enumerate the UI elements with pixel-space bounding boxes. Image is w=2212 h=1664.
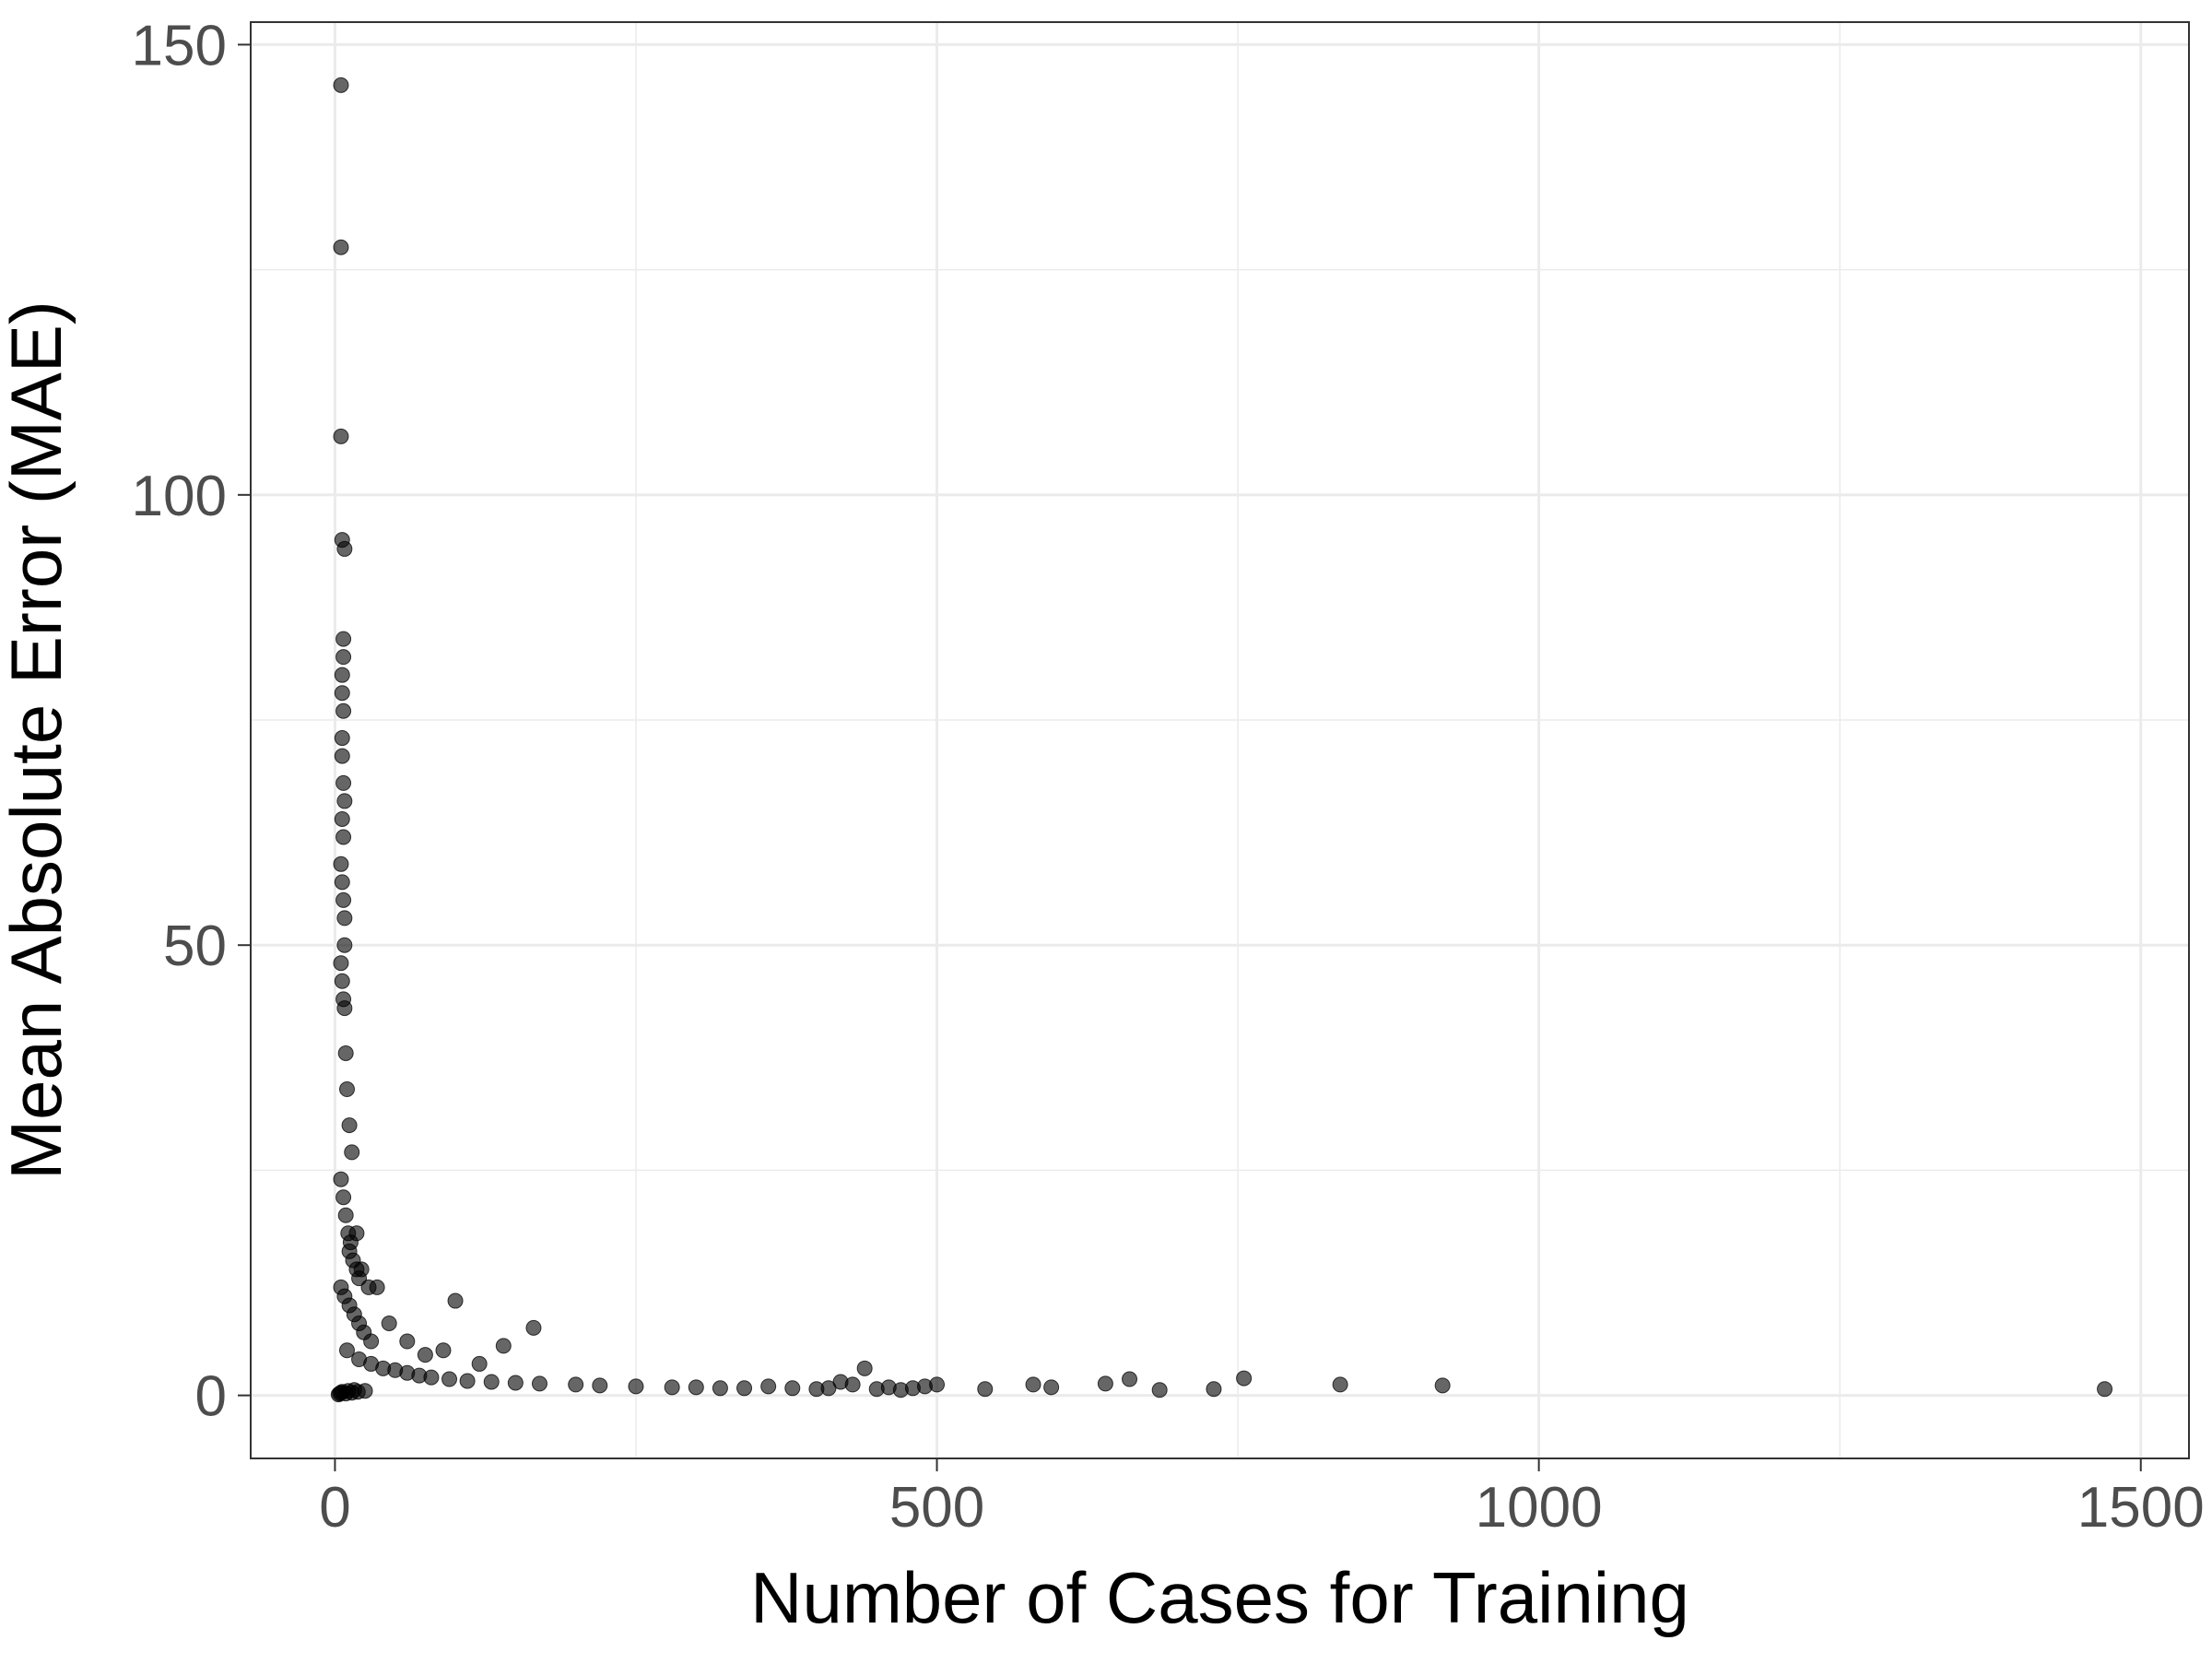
data-point (341, 1117, 358, 1134)
data-point (399, 1333, 416, 1350)
y-tick-label: 100 (132, 465, 227, 528)
data-point (334, 973, 350, 989)
data-point (856, 1360, 873, 1376)
data-point (348, 1225, 365, 1242)
data-point (381, 1315, 397, 1331)
x-tick-label: 1000 (1476, 1476, 1603, 1540)
x-axis-title: Number of Cases for Training (750, 1557, 1689, 1638)
data-point (334, 730, 350, 747)
data-point (423, 1369, 440, 1386)
data-point (1236, 1370, 1253, 1387)
data-point (447, 1292, 464, 1309)
data-point (688, 1379, 704, 1396)
y-axis-title: Mean Absolute Error (MAE) (0, 301, 76, 1180)
data-point (1043, 1379, 1060, 1396)
x-tick-label: 1500 (2077, 1476, 2205, 1540)
minor-gridlines (251, 22, 2189, 1458)
data-point (333, 1171, 349, 1187)
data-point (333, 856, 349, 872)
data-point (363, 1333, 380, 1350)
data-point (333, 428, 349, 444)
data-point (341, 1243, 358, 1259)
data-point (357, 1383, 373, 1399)
data-point (784, 1380, 801, 1397)
data-point (334, 810, 350, 827)
data-point (760, 1378, 777, 1395)
data-point (337, 1044, 354, 1061)
data-point (335, 829, 352, 845)
data-point (1151, 1382, 1168, 1398)
data-point (360, 1279, 377, 1295)
x-tick-label: 0 (319, 1476, 350, 1540)
y-tick-label: 150 (132, 14, 227, 77)
data-point (335, 649, 352, 666)
data-points (330, 77, 2113, 1403)
data-point (459, 1373, 476, 1389)
data-point (335, 891, 352, 908)
data-point (334, 685, 350, 702)
data-point (333, 955, 349, 972)
data-point (335, 774, 352, 791)
plot-border (250, 21, 2190, 1459)
data-point (335, 702, 352, 719)
data-point (1097, 1375, 1113, 1392)
plot-panel (251, 22, 2189, 1458)
data-point (1122, 1371, 1138, 1387)
data-point (441, 1371, 458, 1387)
data-point (335, 1189, 352, 1206)
data-point (736, 1380, 753, 1397)
data-point (568, 1376, 584, 1393)
x-tick-label: 500 (889, 1476, 984, 1540)
data-point (336, 1000, 353, 1017)
data-point (1025, 1376, 1041, 1393)
data-point (333, 77, 349, 93)
data-point (628, 1378, 644, 1395)
data-point (1332, 1376, 1348, 1393)
data-point (334, 874, 350, 891)
y-axis-ticks: 0 50 100 150 (132, 14, 251, 1429)
data-point (334, 667, 350, 683)
data-point (336, 937, 353, 953)
data-point (335, 631, 352, 647)
major-gridlines (251, 22, 2189, 1458)
data-point (338, 1342, 355, 1359)
data-point (338, 1081, 355, 1098)
x-axis-ticks: 0 500 1000 1500 (319, 1458, 2205, 1540)
data-point (977, 1381, 994, 1398)
data-point (1206, 1381, 1222, 1398)
data-point (844, 1376, 861, 1393)
data-point (820, 1380, 837, 1397)
data-point (336, 540, 353, 557)
data-point (2097, 1381, 2113, 1398)
data-point (333, 239, 349, 255)
data-point (336, 793, 353, 809)
data-point (592, 1377, 608, 1394)
data-point (531, 1375, 547, 1392)
data-point (483, 1374, 500, 1390)
data-point (1434, 1377, 1451, 1394)
data-point (334, 748, 350, 764)
data-point (336, 910, 353, 926)
y-tick-label: 50 (163, 915, 227, 978)
y-tick-label: 0 (195, 1365, 227, 1429)
data-point (525, 1319, 542, 1336)
data-point (495, 1338, 512, 1354)
data-point (929, 1376, 946, 1393)
data-point (435, 1342, 452, 1359)
data-point (337, 1207, 354, 1223)
data-point (344, 1144, 360, 1161)
data-point (507, 1375, 524, 1391)
data-point (471, 1355, 488, 1372)
data-point (353, 1261, 370, 1278)
data-point (417, 1347, 433, 1363)
data-point (664, 1379, 680, 1396)
data-point (712, 1380, 728, 1397)
